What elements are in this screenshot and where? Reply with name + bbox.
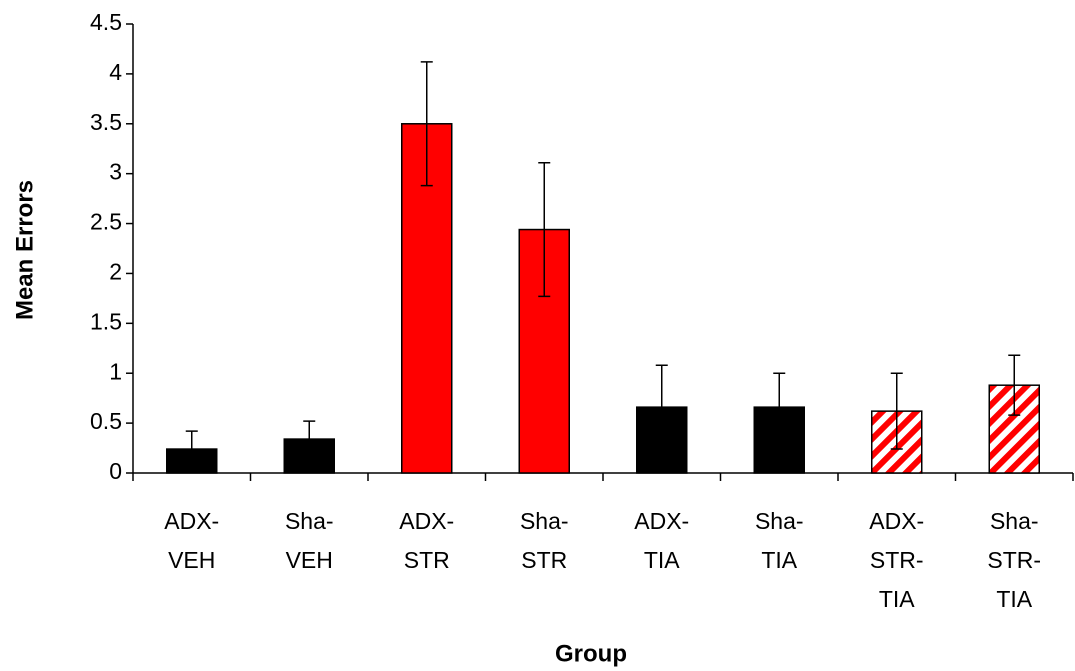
y-axis-title: Mean Errors xyxy=(11,180,38,320)
x-tick-label: VEH xyxy=(168,547,215,573)
x-tick-label: ADX- xyxy=(399,508,454,534)
y-tick-label: 1 xyxy=(109,358,122,384)
x-tick-label: TIA xyxy=(879,586,915,612)
y-tick-label: 2 xyxy=(109,259,122,285)
x-axis-title: Group xyxy=(555,640,627,667)
x-tick-label: STR- xyxy=(987,547,1041,573)
error-bar xyxy=(303,420,316,458)
y-tick-label: 4.5 xyxy=(90,9,122,35)
y-tick-label: 4 xyxy=(109,59,122,85)
error-bar xyxy=(773,372,786,442)
x-tick-label: STR- xyxy=(870,547,924,573)
y-tick-label: 0.5 xyxy=(90,408,122,434)
y-tick-label: 3 xyxy=(109,159,122,185)
error-bar xyxy=(655,364,668,450)
error-bar xyxy=(890,372,903,450)
error-bar xyxy=(185,430,198,468)
y-tick-label: 2.5 xyxy=(90,209,122,235)
x-tick-label: TIA xyxy=(996,586,1032,612)
x-tick-label: Sha- xyxy=(755,508,804,534)
x-tick-label: Sha- xyxy=(285,508,334,534)
error-bar xyxy=(420,61,433,187)
x-tick-label: Sha- xyxy=(990,508,1039,534)
y-tick-label: 0 xyxy=(109,458,122,484)
x-tick-label: ADX- xyxy=(869,508,924,534)
y-tick-label: 1.5 xyxy=(90,308,122,334)
y-tick-label: 3.5 xyxy=(90,109,122,135)
x-tick-label: TIA xyxy=(761,547,797,573)
x-tick-label: ADX- xyxy=(634,508,689,534)
x-tick-label: STR xyxy=(521,547,567,573)
x-tick-label: TIA xyxy=(644,547,680,573)
error-bar xyxy=(538,161,551,298)
error-bar xyxy=(1008,354,1021,416)
x-tick-label: ADX- xyxy=(164,508,219,534)
x-tick-label: Sha- xyxy=(520,508,569,534)
x-tick-label: VEH xyxy=(286,547,333,573)
x-tick-label: STR xyxy=(404,547,450,573)
